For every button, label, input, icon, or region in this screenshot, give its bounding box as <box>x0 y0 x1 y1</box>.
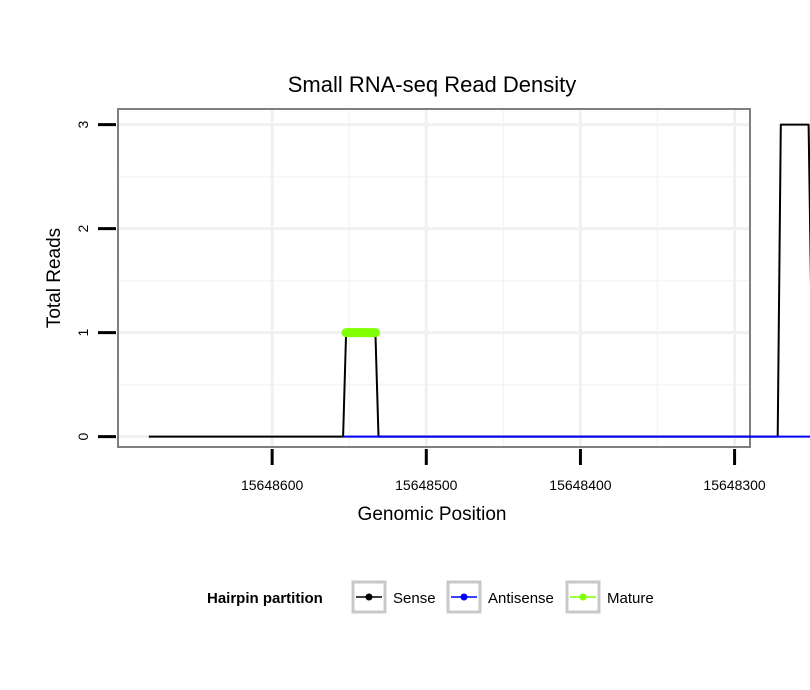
legend-label-mature: Mature <box>607 590 654 607</box>
x-tick-label: 15648400 <box>549 477 612 493</box>
y-tick-label: 1 <box>75 328 91 336</box>
y-tick-label: 0 <box>75 432 91 440</box>
legend-label-sense: Sense <box>393 590 436 607</box>
y-tick-label: 3 <box>75 120 91 128</box>
y-tick-label: 2 <box>75 224 91 232</box>
y-axis: 0 1 2 3 <box>75 120 116 440</box>
legend-title: Hairpin partition <box>207 590 323 607</box>
x-axis: 15648600 15648500 15648400 15648300 <box>241 449 766 493</box>
legend-dot-sense <box>365 593 373 601</box>
legend-dot-mature <box>579 593 587 601</box>
series-layer <box>148 123 810 438</box>
legend-label-antisense: Antisense <box>488 590 554 607</box>
legend-entry-mature: Mature <box>565 580 654 614</box>
legend-dot-antisense <box>460 593 468 601</box>
legend-entry-sense: Sense <box>351 580 436 614</box>
x-tick-label: 15648600 <box>241 477 304 493</box>
x-axis-title: Genomic Position <box>358 504 507 525</box>
legend: Hairpin partition Sense Antisense Mature <box>207 580 654 614</box>
grid-layer <box>118 109 750 447</box>
plot-panel-border <box>117 108 751 448</box>
series-line-antisense <box>343 435 810 438</box>
legend-entry-antisense: Antisense <box>446 580 554 614</box>
x-tick-label: 15648500 <box>395 477 458 493</box>
chart-title: Small RNA-seq Read Density <box>288 72 577 97</box>
y-axis-title: Total Reads <box>44 228 65 328</box>
x-tick-label: 15648300 <box>703 477 766 493</box>
